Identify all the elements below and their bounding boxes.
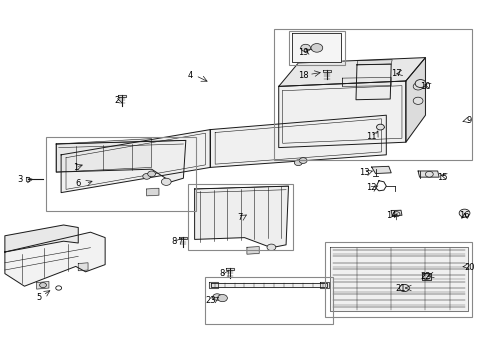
Text: 8: 8 [171, 237, 176, 246]
Circle shape [458, 209, 469, 217]
Polygon shape [405, 58, 425, 142]
Circle shape [425, 171, 432, 177]
Circle shape [147, 171, 155, 177]
Polygon shape [210, 115, 386, 167]
Polygon shape [329, 247, 468, 311]
Text: 16: 16 [458, 211, 469, 220]
Circle shape [212, 294, 221, 300]
Bar [289, 31, 344, 65]
Polygon shape [421, 273, 430, 280]
Text: 17: 17 [390, 69, 401, 78]
Text: 15: 15 [436, 173, 447, 181]
Polygon shape [355, 64, 390, 100]
Circle shape [161, 178, 171, 185]
Text: 19: 19 [297, 48, 308, 57]
Text: 21: 21 [395, 284, 406, 293]
Circle shape [412, 83, 422, 90]
Polygon shape [37, 282, 49, 289]
Polygon shape [342, 77, 390, 86]
Polygon shape [194, 186, 288, 248]
Circle shape [310, 44, 322, 52]
Text: 13: 13 [358, 168, 369, 177]
Polygon shape [371, 166, 390, 174]
Text: 22: 22 [419, 272, 430, 281]
Polygon shape [209, 282, 217, 288]
Polygon shape [56, 140, 185, 182]
Text: 10: 10 [419, 82, 430, 91]
Polygon shape [211, 283, 326, 287]
Polygon shape [320, 282, 328, 288]
Polygon shape [78, 263, 88, 271]
Text: 7: 7 [237, 213, 242, 222]
Circle shape [399, 284, 408, 292]
Text: 23: 23 [204, 296, 215, 305]
Text: 11: 11 [366, 132, 376, 141]
Circle shape [142, 174, 150, 179]
Circle shape [217, 294, 227, 302]
Circle shape [266, 244, 275, 251]
Circle shape [299, 158, 306, 163]
Polygon shape [225, 268, 233, 270]
Text: 8: 8 [220, 269, 224, 278]
Circle shape [412, 97, 422, 104]
Text: 4: 4 [188, 71, 193, 80]
Polygon shape [278, 81, 405, 148]
Text: 9: 9 [466, 116, 471, 125]
Text: 6: 6 [76, 179, 81, 188]
Circle shape [294, 160, 302, 166]
Bar [325, 242, 471, 317]
Polygon shape [292, 33, 341, 62]
Text: 1: 1 [73, 163, 78, 172]
Polygon shape [278, 58, 425, 86]
Polygon shape [146, 188, 159, 196]
Text: 12: 12 [366, 184, 376, 192]
Polygon shape [61, 130, 210, 193]
Text: 3: 3 [17, 175, 22, 184]
Text: 18: 18 [297, 71, 308, 80]
Text: 14: 14 [385, 211, 396, 220]
Bar [205, 277, 332, 324]
Polygon shape [417, 171, 438, 177]
Bar [273, 29, 471, 160]
Text: 20: 20 [463, 263, 474, 271]
Polygon shape [5, 232, 105, 286]
Polygon shape [390, 210, 401, 216]
Polygon shape [26, 177, 29, 181]
Circle shape [376, 124, 384, 130]
Text: 2: 2 [115, 96, 120, 105]
Circle shape [300, 44, 310, 51]
Circle shape [40, 283, 46, 288]
Polygon shape [179, 237, 187, 239]
Polygon shape [322, 70, 330, 72]
Text: 5: 5 [37, 292, 41, 302]
Polygon shape [5, 225, 78, 252]
Polygon shape [246, 247, 259, 254]
Polygon shape [356, 60, 391, 65]
Polygon shape [56, 139, 151, 172]
Polygon shape [118, 95, 126, 97]
Circle shape [414, 80, 425, 87]
Bar [188, 184, 293, 250]
Bar [46, 137, 195, 211]
